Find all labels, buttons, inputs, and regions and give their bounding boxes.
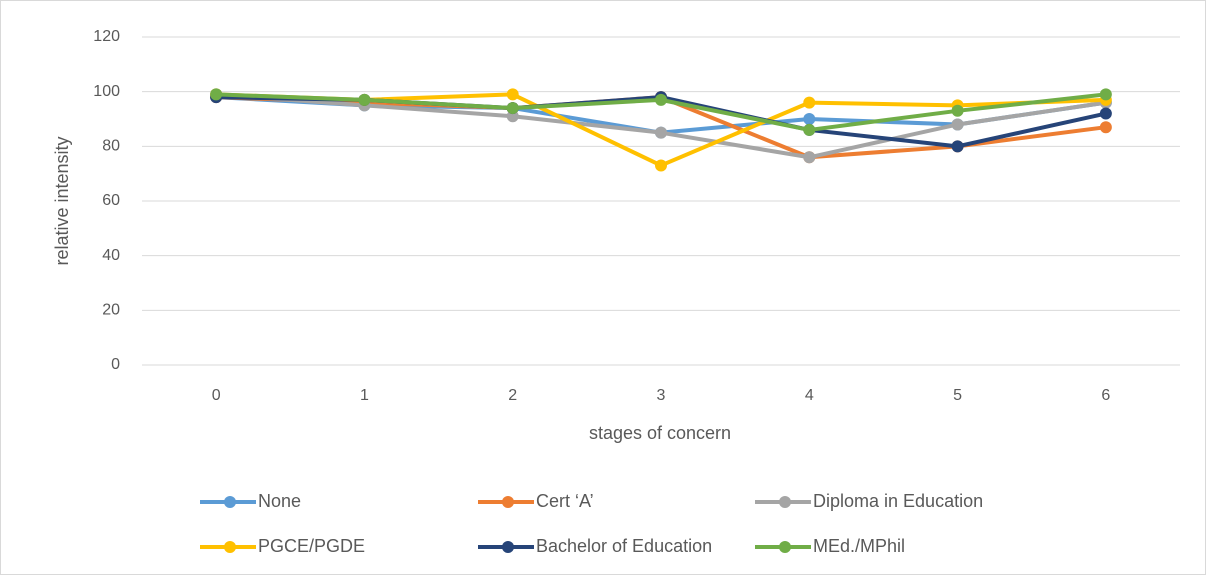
data-point (1099, 88, 1112, 101)
legend-label: PGCE/PGDE (258, 536, 365, 556)
data-point (358, 93, 371, 106)
y-tick-label: 40 (102, 247, 120, 264)
data-point (951, 118, 964, 131)
legend-marker (779, 541, 791, 553)
data-point (803, 96, 816, 109)
x-tick-label: 3 (657, 387, 666, 404)
data-point (803, 151, 816, 164)
y-tick-label: 100 (93, 83, 120, 100)
y-tick-label: 120 (93, 28, 120, 45)
legend-marker (224, 541, 236, 553)
x-tick-label: 6 (1101, 387, 1110, 404)
data-point (803, 123, 816, 136)
y-tick-label: 20 (102, 302, 120, 319)
data-point (1099, 107, 1112, 120)
legend-label: None (258, 491, 301, 511)
legend-marker (502, 541, 514, 553)
y-axis-label: relative intensity (52, 136, 72, 265)
x-tick-label: 4 (805, 387, 814, 404)
x-tick-label: 0 (212, 387, 221, 404)
data-point (951, 140, 964, 153)
legend-label: Diploma in Education (813, 491, 983, 511)
data-point (655, 126, 667, 139)
legend-label: Cert ‘A’ (536, 491, 594, 511)
data-point (506, 102, 519, 115)
legend-label: MEd./MPhil (813, 536, 905, 556)
data-point (506, 110, 519, 123)
x-tick-label: 2 (508, 387, 517, 404)
data-point (210, 88, 223, 101)
legend-label: Bachelor of Education (536, 536, 712, 556)
y-tick-label: 0 (111, 356, 120, 373)
x-tick-label: 1 (360, 387, 369, 404)
legend-marker (502, 496, 514, 508)
data-point (1099, 121, 1112, 134)
data-point (655, 159, 667, 172)
x-axis-label: stages of concern (589, 423, 731, 443)
y-tick-label: 60 (102, 192, 120, 209)
data-point (655, 93, 667, 106)
data-point (951, 104, 964, 117)
legend-marker (224, 496, 236, 508)
legend-marker (779, 496, 791, 508)
data-point (506, 88, 519, 101)
y-tick-label: 80 (102, 138, 120, 155)
x-tick-label: 5 (953, 387, 962, 404)
data-point (803, 113, 816, 125)
